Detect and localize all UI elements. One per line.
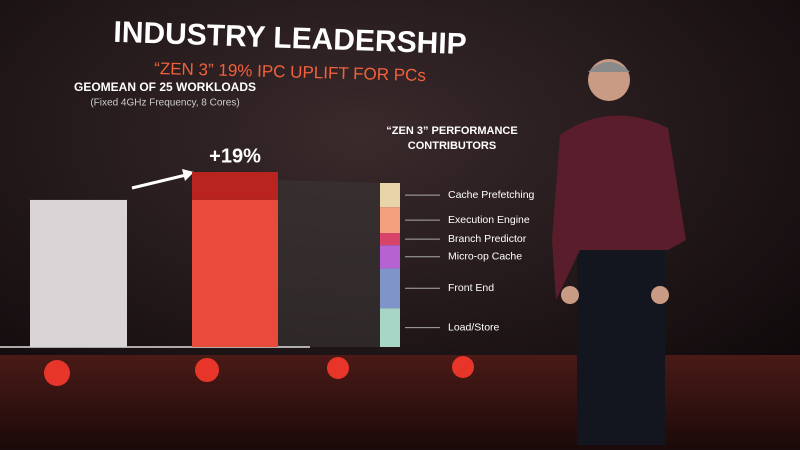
bar-segment — [380, 233, 400, 246]
projection — [278, 180, 380, 347]
bar-segment — [192, 199, 278, 347]
legend-label: Cache Prefetching — [448, 189, 535, 201]
bar-segment — [380, 207, 400, 234]
stage-floor — [0, 355, 800, 450]
presenter — [552, 59, 686, 445]
bar-segment — [30, 199, 127, 347]
bar-segment — [192, 172, 278, 200]
legend-label: Execution Engine — [448, 214, 530, 226]
arrow — [131, 173, 187, 190]
legend-label: Front End — [448, 282, 494, 294]
chart-title: GEOMEAN OF 25 WORKLOADS — [74, 80, 256, 94]
legend-label: Micro-op Cache — [448, 251, 522, 263]
contributors-title: “ZEN 3” PERFORMANCE CONTRIBUTORS — [386, 125, 518, 152]
bar-segment — [380, 308, 400, 347]
arrow-head — [182, 169, 194, 181]
value-label: +19% — [209, 145, 261, 167]
legend-label: Branch Predictor — [448, 233, 527, 245]
stage-lights — [44, 356, 474, 386]
legend-label: Load/Store — [448, 321, 500, 333]
bar-segment — [380, 268, 400, 309]
bar-segment — [380, 245, 400, 269]
chart-subtitle: (Fixed 4GHz Frequency, 8 Cores) — [90, 98, 239, 109]
bar-segment — [380, 183, 400, 208]
